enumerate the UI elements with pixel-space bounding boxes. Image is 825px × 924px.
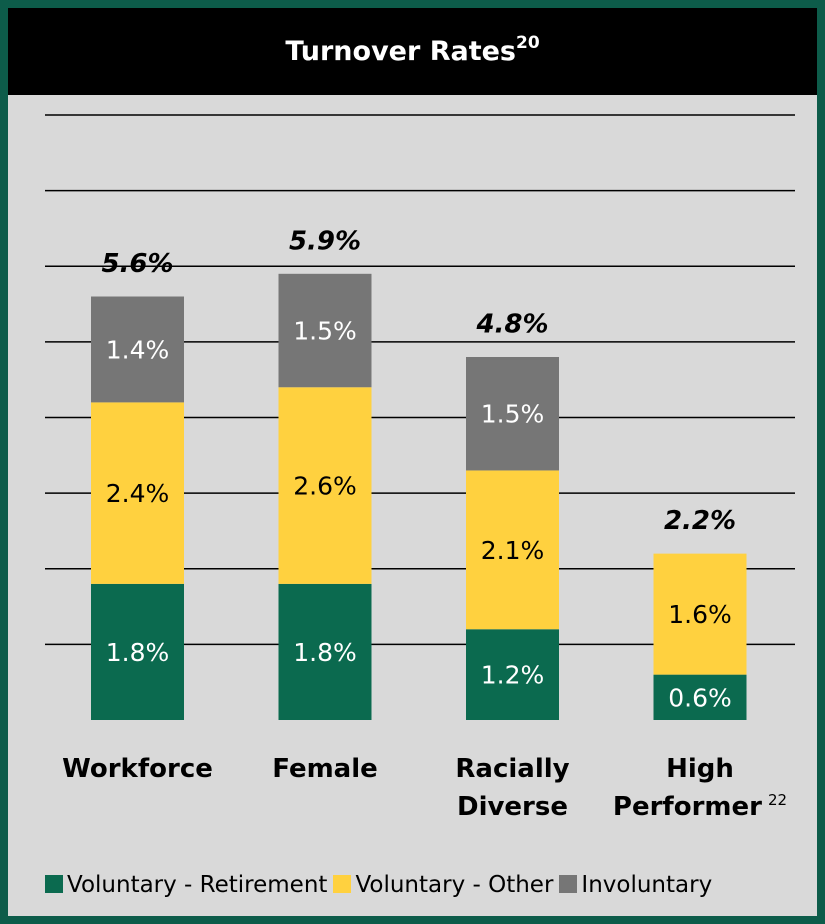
bar-segment — [91, 583, 184, 720]
data-label: 2.4% — [106, 479, 170, 508]
total-label: 2.2% — [664, 506, 736, 536]
category-name: Female — [272, 754, 378, 784]
title-footnote: 20 — [516, 33, 540, 53]
bar-segment — [466, 470, 559, 630]
data-label: 1.8% — [106, 638, 170, 667]
bar-segment — [278, 387, 372, 584]
x-tick-label: Racially Diverse — [423, 750, 603, 826]
x-tick-label: Female — [235, 750, 415, 788]
legend-label: Voluntary - Other — [355, 872, 554, 898]
legend-swatch — [45, 875, 63, 893]
legend-item: Involuntary — [559, 872, 712, 898]
bar-segment — [653, 553, 747, 675]
legend-item: Voluntary - Other — [333, 872, 553, 898]
legend-swatch — [333, 875, 352, 893]
data-label: 1.5% — [293, 317, 357, 346]
bar-segment — [91, 402, 184, 584]
bar-segment — [653, 674, 747, 720]
total-label: 4.8% — [475, 310, 548, 340]
data-label: 1.8% — [293, 638, 357, 667]
data-label: 1.6% — [668, 600, 732, 629]
total-label: 5.9% — [289, 226, 361, 256]
chart-title: Turnover Rates — [285, 36, 516, 67]
legend-item: Voluntary - Retirement — [45, 872, 327, 898]
category-name: High Performer — [612, 754, 762, 822]
data-label: 1.4% — [106, 335, 170, 364]
bar-segment — [466, 357, 559, 471]
bar-segment — [466, 629, 559, 720]
legend-label: Voluntary - Retirement — [67, 872, 328, 898]
total-label: 5.6% — [101, 249, 173, 279]
x-tick-label: Workforce — [48, 750, 228, 788]
category-name: Workforce — [62, 754, 213, 784]
legend: Voluntary - Retirement Voluntary - Other I… — [45, 872, 815, 898]
legend-label: Involuntary — [581, 872, 713, 898]
category-name: Racially Diverse — [455, 754, 570, 822]
bar-segment — [91, 296, 184, 403]
bar-segment — [278, 273, 372, 388]
data-label: 2.1% — [481, 536, 545, 565]
data-label: 2.6% — [293, 472, 357, 501]
data-label: 1.2% — [481, 661, 545, 690]
bar-segment — [278, 583, 372, 720]
footnote: 22 — [767, 791, 788, 809]
x-tick-label: High Performer 22 — [610, 750, 790, 826]
data-label: 1.5% — [481, 400, 545, 429]
header: Turnover Rates20 — [8, 8, 817, 95]
legend-swatch — [559, 875, 578, 893]
data-label: 0.6% — [668, 683, 732, 712]
